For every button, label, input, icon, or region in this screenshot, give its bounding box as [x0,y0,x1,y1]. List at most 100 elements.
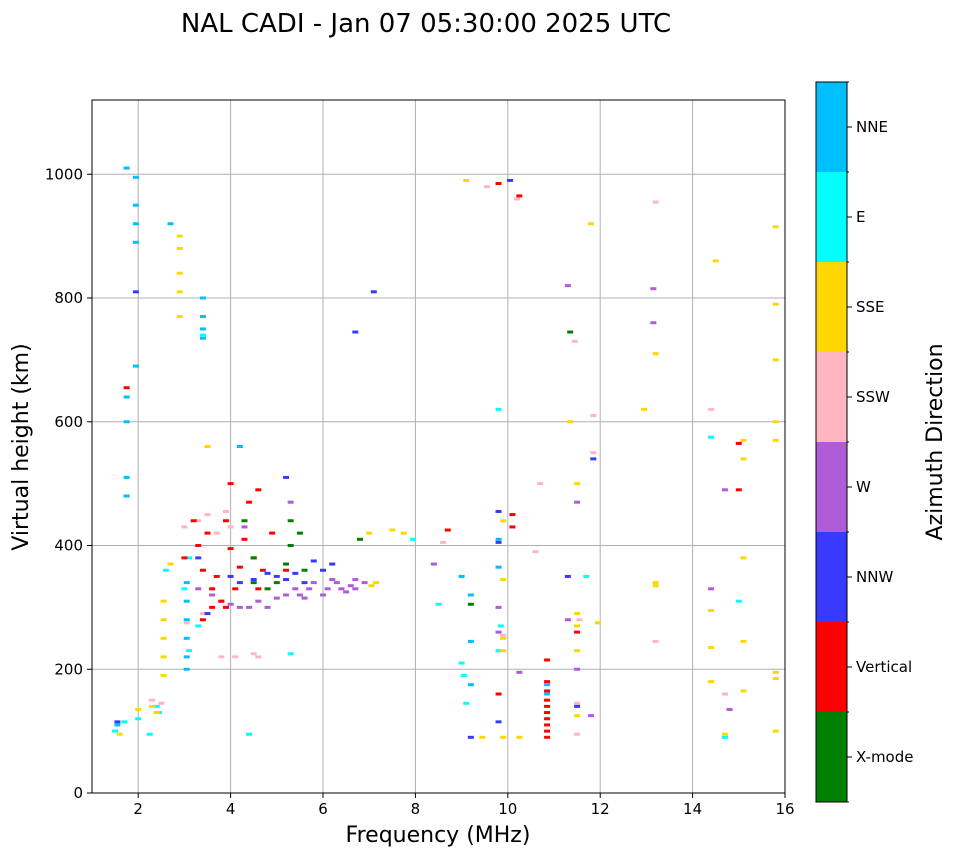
data-point-vertical [544,698,551,702]
data-point-x-mode [296,531,303,535]
data-point-nnw [227,574,234,578]
data-point-w [495,630,502,634]
data-point-nnw [195,556,202,560]
data-point-nnw [132,290,139,294]
data-point-nne [183,655,190,659]
data-point-sse [740,639,747,643]
data-point-ssw [500,633,507,637]
data-point-w [296,593,303,597]
data-point-w [320,593,326,597]
data-point-vertical [123,386,130,390]
data-point-vertical [218,599,225,603]
data-point-w [347,584,354,588]
colorbar-label: Azimuth Direction [923,343,948,540]
data-point-w [564,284,571,288]
data-point-nne [199,315,206,319]
x-axis-ticks: 2 4 6 8 10 12 14 16 [133,793,795,818]
data-point-nnw [495,540,502,544]
data-point-nnw [310,559,317,563]
data-point-vertical [259,568,266,572]
data-point-ssw [590,414,597,418]
data-point-vertical [269,531,276,535]
data-point-w [430,562,437,566]
data-point-sse [772,225,779,229]
data-point-x-mode [264,587,271,591]
data-point-sse [740,438,747,442]
data-point-ssw [227,525,234,529]
data-point-e [246,732,253,736]
data-point-sse [772,358,779,362]
data-point-vertical [232,587,239,591]
data-point-ssw [532,550,539,554]
data-point-nnw [590,457,597,461]
data-point-nnw [114,720,121,724]
data-point-sse [594,621,601,625]
data-point-sse [574,612,581,616]
data-point-vertical [255,488,262,492]
data-point-nne [544,683,551,687]
data-point-sse [652,581,659,585]
data-point-sse [373,581,380,585]
data-point-nne [458,574,465,578]
data-point-nne [123,494,130,498]
data-point-ssw [652,200,659,204]
data-point-sse [772,670,779,674]
data-point-sse [772,677,779,681]
data-points [112,166,779,739]
data-point-nne [123,475,130,479]
data-point-w [516,670,523,674]
data-point-nnw [264,571,271,575]
data-point-nne [132,364,139,368]
plot-frame [91,99,786,794]
data-point-nnw [292,571,299,575]
data-point-vertical [516,194,523,198]
data-point-w [246,605,253,609]
data-point-sse [160,618,167,622]
data-point-e [112,729,119,733]
data-point-w [236,605,243,609]
data-point-ssw [652,639,659,643]
data-point-w [352,587,359,591]
data-point-w [495,605,502,609]
data-point-nnw [283,578,290,582]
data-point-w [352,578,359,582]
data-point-sse [149,704,156,708]
colorbar-tick-label: X-mode [856,748,913,766]
colorbar-tick-label: E [856,208,865,226]
data-point-vertical [544,717,551,721]
data-point-ssw [195,519,202,523]
data-point-w [333,581,340,585]
colorbar-tick-label: Vertical [856,658,912,676]
data-point-e [583,574,590,578]
data-point-vertical [241,537,248,541]
data-point-ssw [708,407,715,411]
data-point-sse [574,714,581,718]
data-point-nne [199,336,206,340]
data-point-ssw [514,197,521,201]
data-point-vertical [574,630,581,634]
data-point-nne [495,565,502,569]
data-point-w [721,488,728,492]
colorbar-tick-label: NNE [856,118,888,136]
data-point-nne [544,692,551,696]
data-point-nne [183,667,190,671]
data-point-ssw [149,698,156,702]
data-point-e [153,704,160,708]
data-point-nne [167,222,174,226]
data-point-nne [495,537,502,541]
data-point-nne [467,683,474,687]
grid [92,100,785,793]
data-point-e [146,732,153,736]
data-point-ssw [574,701,581,705]
data-point-sse [368,584,375,588]
data-point-vertical [255,587,262,591]
colorbar-frame [815,81,848,803]
data-point-vertical [444,528,451,532]
data-point-ssw [218,655,225,659]
data-point-nnw [352,330,359,334]
colorbar-swatch-w [816,442,847,532]
data-point-x-mode [567,330,574,334]
y-tick-label: 800 [54,289,83,307]
data-point-sse [574,624,581,628]
y-axis-ticks: 0 200 400 600 800 1000 [45,165,92,802]
